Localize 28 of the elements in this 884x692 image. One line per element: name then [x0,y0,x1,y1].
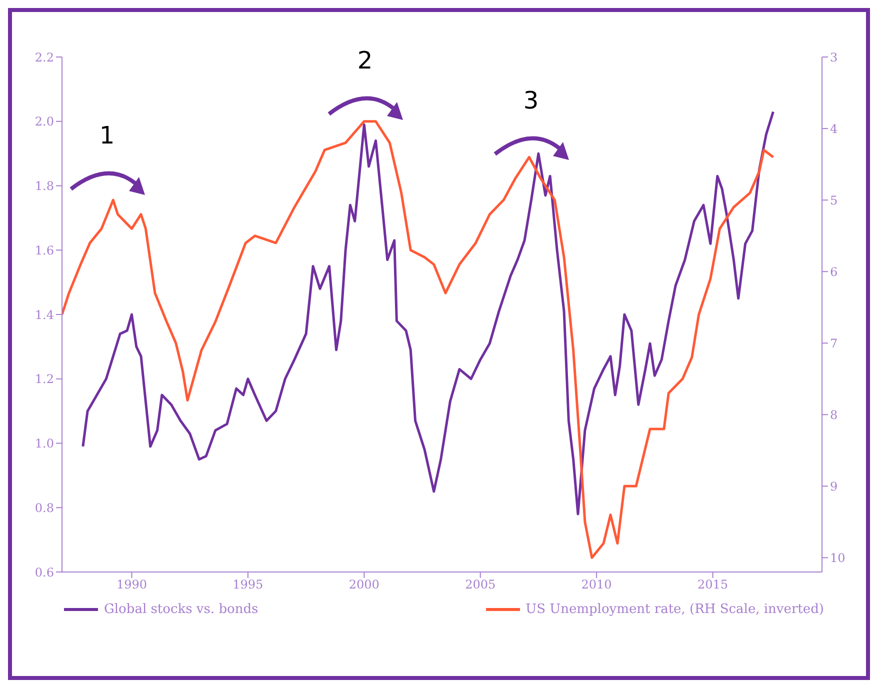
y2-tick-label: 8 [830,408,838,422]
y-tick-label: 1.0 [34,436,54,451]
y-tick-label: 1.2 [34,372,54,386]
annotation: 1 [99,122,115,150]
y2-tick-label: 6 [830,264,838,279]
legend-label: Global stocks vs. bonds [104,602,258,617]
y-tick-label: 1.4 [34,308,54,322]
x-tick-label: 2000 [348,578,380,592]
y-tick-label: 2.2 [34,50,54,64]
y-tick-label: 0.6 [34,565,54,580]
y2-tick-label: 3 [830,50,838,64]
y2-tick-label: 9 [830,479,838,494]
y-tick-label: 2.0 [34,114,54,129]
legend-label: US Unemployment rate, (RH Scale, inverted) [526,602,824,617]
x-tick-label: 1990 [116,578,147,592]
y2-tick-label: 4 [830,122,838,136]
y2-tick-label: 10 [830,550,846,565]
y2-tick-label: 5 [830,193,838,208]
y-tick-label: 1.8 [34,179,54,194]
x-tick-label: 1995 [232,578,264,592]
y-tick-label: 0.8 [34,500,54,515]
y-tick-label: 1.6 [34,243,54,258]
x-tick-label: 2005 [465,578,496,592]
x-tick-label: 2015 [697,578,728,592]
annotation: 2 [357,46,373,75]
y2-tick-label: 7 [830,336,838,350]
x-tick-label: 2010 [581,578,612,592]
annotation: 3 [523,86,539,115]
